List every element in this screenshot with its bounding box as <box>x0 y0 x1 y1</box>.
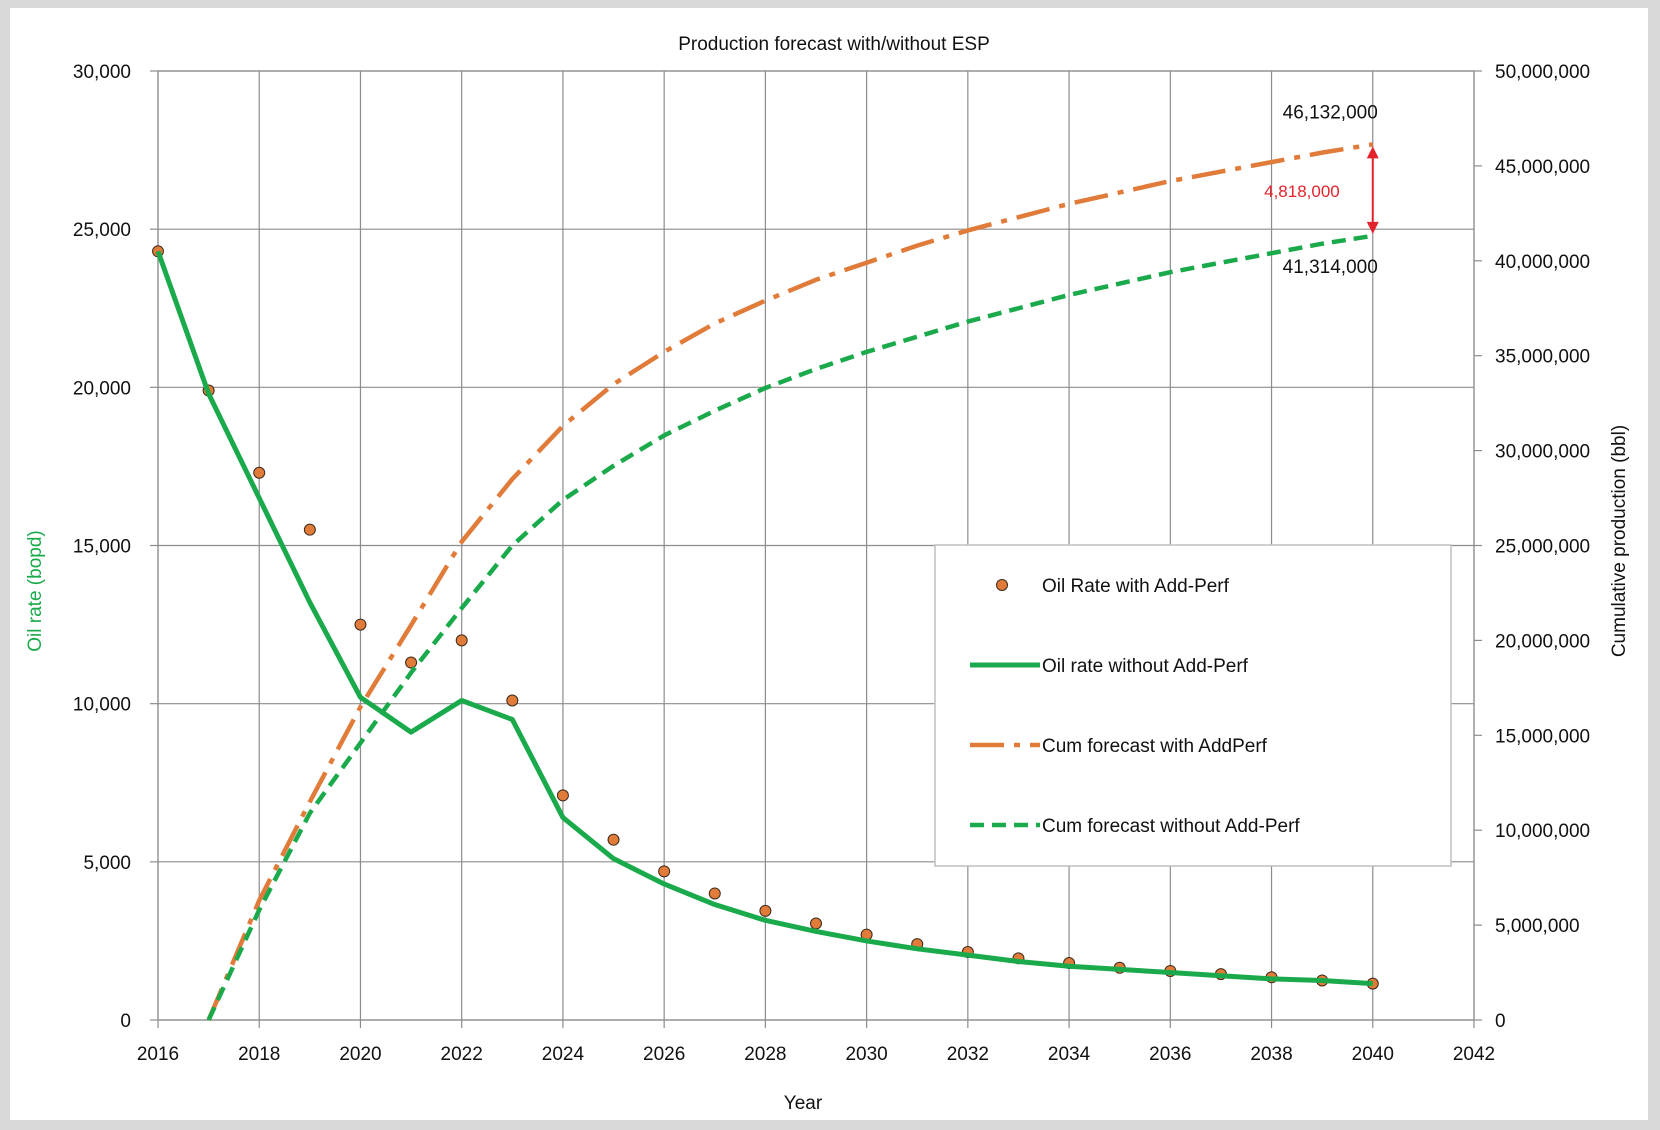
legend-label: Cum forecast without Add-Perf <box>1042 816 1300 837</box>
annotations: 46,132,000 41,314,000 4,818,000 <box>1264 102 1379 278</box>
right-tick-label: 5,000,000 <box>1495 916 1580 937</box>
series-line <box>206 142 1374 1021</box>
data-point <box>354 618 367 631</box>
x-tick-label: 2022 <box>441 1044 483 1065</box>
legend-item: Cum forecast without Add-Perf <box>970 816 1300 837</box>
series-oil-rate-without-add-perf <box>155 250 1373 987</box>
difference-arrow-head-down <box>1366 221 1379 234</box>
right-axis-title: Cumulative production (bbl) <box>1609 425 1630 657</box>
data-point <box>607 833 620 846</box>
left-tick-label: 20,000 <box>73 378 131 399</box>
x-axis-ticks: 2016 2018 2020 2022 2024 2026 2028 2030 2032 2034… <box>137 1020 1495 1065</box>
x-tick-label: 2042 <box>1453 1044 1495 1065</box>
x-tick-label: 2034 <box>1048 1044 1091 1065</box>
right-tick-label: 25,000,000 <box>1495 537 1590 558</box>
left-tick-label: 30,000 <box>73 62 131 83</box>
series-cum-forecast-with-addperf <box>206 142 1374 1021</box>
annotation-without-addperf-total: 41,314,000 <box>1283 257 1378 278</box>
right-tick-label: 10,000,000 <box>1495 821 1590 842</box>
right-tick-label: 30,000,000 <box>1495 442 1590 463</box>
data-point <box>708 887 721 900</box>
right-tick-label: 50,000,000 <box>1495 62 1590 83</box>
legend-item: Oil Rate with Add-Perf <box>996 576 1230 597</box>
left-tick-label: 15,000 <box>73 537 131 558</box>
series-layer <box>152 142 1379 1021</box>
x-tick-label: 2018 <box>238 1044 280 1065</box>
legend-label: Cum forecast with AddPerf <box>1042 736 1268 757</box>
annotation-difference: 4,818,000 <box>1264 182 1340 201</box>
x-tick-label: 2016 <box>137 1044 179 1065</box>
x-tick-label: 2040 <box>1352 1044 1394 1065</box>
right-tick-label: 15,000,000 <box>1495 726 1590 747</box>
series-line <box>206 233 1374 1021</box>
x-tick-label: 2028 <box>744 1044 786 1065</box>
data-point <box>253 466 266 479</box>
right-tick-label: 45,000,000 <box>1495 157 1590 178</box>
x-axis-title: Year <box>784 1093 823 1114</box>
legend-label: Oil rate without Add-Perf <box>1042 656 1249 677</box>
legend-item: Cum forecast with AddPerf <box>970 736 1268 757</box>
legend-marker <box>996 579 1008 591</box>
data-point <box>455 634 468 647</box>
data-point <box>810 917 822 930</box>
series-line <box>155 250 1373 987</box>
right-axis-ticks: 0 5,000,000 10,000,000 15,000,000 20,000,000… <box>1474 62 1590 1032</box>
x-tick-label: 2036 <box>1149 1044 1191 1065</box>
left-tick-label: 5,000 <box>83 853 131 874</box>
x-tick-label: 2030 <box>845 1044 887 1065</box>
chart-title: Production forecast with/without ESP <box>678 34 990 55</box>
data-point <box>556 789 569 802</box>
data-point <box>759 904 772 917</box>
chart-panel: 0 5,000 10,000 15,000 20,000 25,000 30,000 0 5,… <box>10 8 1648 1120</box>
legend-item: Oil rate without Add-Perf <box>970 656 1249 677</box>
data-point <box>658 865 671 878</box>
data-point <box>303 523 316 536</box>
x-tick-label: 2024 <box>542 1044 585 1065</box>
left-tick-label: 0 <box>120 1011 131 1032</box>
x-tick-label: 2038 <box>1250 1044 1292 1065</box>
x-tick-label: 2026 <box>643 1044 685 1065</box>
annotation-with-addperf-total: 46,132,000 <box>1283 102 1378 123</box>
legend-label: Oil Rate with Add-Perf <box>1042 576 1230 597</box>
left-tick-label: 25,000 <box>73 220 131 241</box>
data-point <box>405 656 418 669</box>
production-forecast-chart: 0 5,000 10,000 15,000 20,000 25,000 30,000 0 5,… <box>25 34 1630 1114</box>
legend: Oil Rate with Add-Perf Oil rate without A… <box>934 544 1452 867</box>
left-axis-title: Oil rate (bopd) <box>25 530 46 651</box>
left-axis-ticks: 0 5,000 10,000 15,000 20,000 25,000 30,000 <box>73 62 158 1032</box>
legend-items: Oil Rate with Add-Perf Oil rate without A… <box>970 576 1300 837</box>
right-tick-label: 40,000,000 <box>1495 252 1590 273</box>
difference-arrow-head-up <box>1366 146 1379 159</box>
left-tick-label: 10,000 <box>73 695 131 716</box>
right-tick-label: 35,000,000 <box>1495 347 1590 368</box>
right-tick-label: 0 <box>1495 1011 1506 1032</box>
series-cum-forecast-without-add-perf <box>206 233 1374 1021</box>
data-point <box>506 694 519 707</box>
x-tick-label: 2020 <box>339 1044 381 1065</box>
legend-box <box>934 544 1452 867</box>
x-tick-label: 2032 <box>947 1044 989 1065</box>
right-tick-label: 20,000,000 <box>1495 631 1590 652</box>
